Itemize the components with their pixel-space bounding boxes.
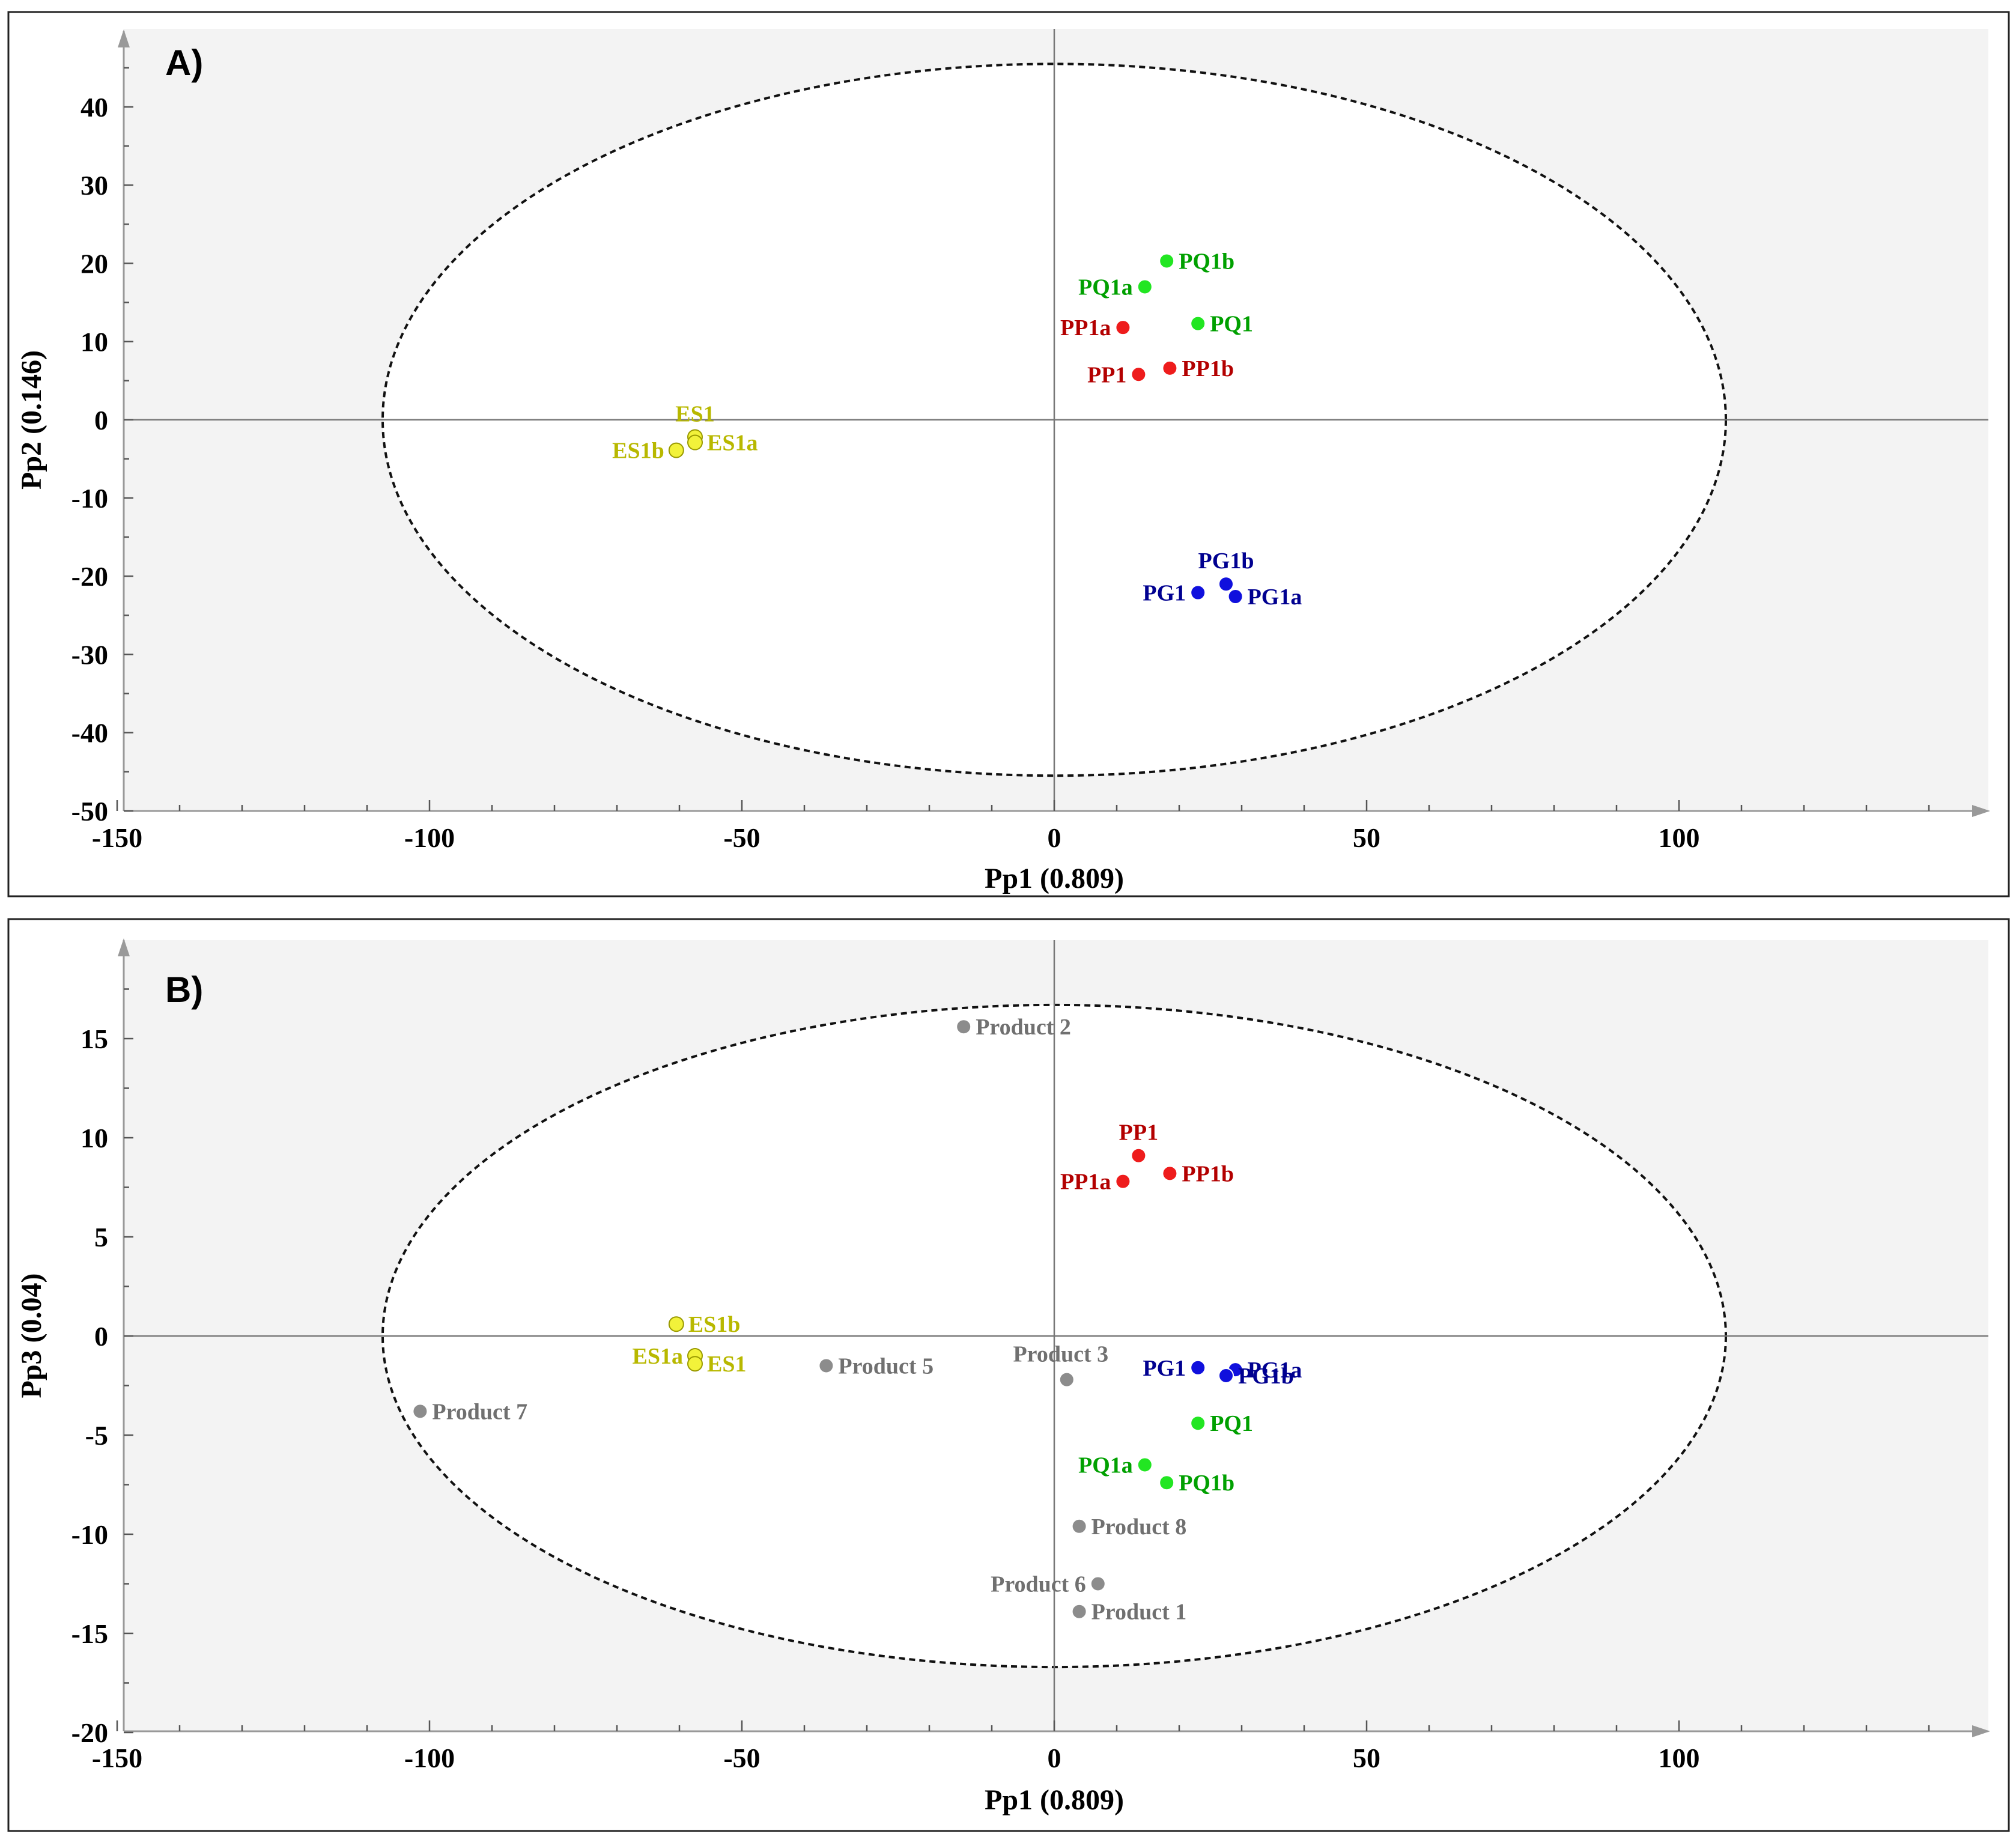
data-point: [1159, 1475, 1175, 1491]
data-point: [818, 1358, 834, 1374]
data-point: [1162, 360, 1178, 376]
data-point: [1190, 1359, 1206, 1376]
data-point-label: PG1a: [1248, 1358, 1302, 1383]
data-point-label: PQ1a: [1078, 1453, 1133, 1478]
data-point: [1058, 1371, 1075, 1388]
data-point-label: PQ1b: [1179, 249, 1234, 274]
y-tick-label: -20: [71, 561, 108, 592]
data-point-label: ES1a: [707, 431, 758, 456]
x-tick-label: -50: [723, 1743, 760, 1773]
y-tick-label: -30: [71, 639, 108, 670]
y-tick-label: 0: [94, 405, 108, 436]
data-point-label: Product 8: [1091, 1514, 1187, 1540]
y-tick-label: 15: [80, 1024, 108, 1054]
data-point: [412, 1403, 428, 1419]
data-point-label: PQ1: [1210, 312, 1253, 337]
data-point-label: ES1b: [688, 1312, 741, 1337]
data-point-label: ES1: [707, 1352, 746, 1377]
x-tick-label: 0: [1048, 1743, 1061, 1773]
data-point-label: Product 1: [1091, 1600, 1187, 1625]
y-tick-label: -10: [71, 483, 108, 514]
data-point: [1227, 589, 1243, 605]
data-point-label: PG1: [1143, 581, 1186, 606]
x-tick-label: 50: [1353, 822, 1380, 853]
panel-a: -150 -100 -50 0 50 100403020100-10-20-30-40-5…: [7, 11, 2010, 897]
panel-letter-a: A): [165, 43, 203, 83]
data-point: [668, 1316, 684, 1332]
y-tick-label: 40: [80, 92, 108, 123]
data-point-label: Product 2: [976, 1015, 1071, 1040]
data-point: [1159, 253, 1175, 269]
data-point-label: PP1: [1119, 1120, 1158, 1146]
data-point-label: Product 3: [1013, 1342, 1108, 1367]
data-point-label: Product 7: [432, 1399, 527, 1424]
data-point-label: PQ1a: [1078, 275, 1133, 300]
data-point-label: PG1: [1143, 1356, 1186, 1381]
data-point-label: PP1b: [1182, 1161, 1234, 1186]
data-point: [1071, 1518, 1087, 1534]
y-tick-label: -50: [71, 796, 108, 827]
y-tick-label: -10: [71, 1519, 108, 1550]
y-tick-label: -20: [71, 1717, 108, 1748]
data-point-label: PP1: [1087, 362, 1126, 387]
data-point-label: PG1b: [1198, 548, 1254, 574]
x-tick-label: -100: [404, 822, 455, 853]
data-point: [1131, 366, 1147, 383]
x-axis-title: Pp1 (0.809): [985, 1784, 1124, 1816]
data-point-label: Product 5: [838, 1354, 934, 1379]
data-point-label: PP1a: [1060, 1170, 1111, 1195]
data-point-label: PG1b: [1238, 1364, 1294, 1389]
data-point-label: ES1b: [612, 439, 664, 464]
y-tick-label: 0: [94, 1321, 108, 1352]
x-axis-title: Pp1 (0.809): [985, 863, 1124, 894]
data-point-label: PQ1: [1210, 1411, 1253, 1436]
x-tick-label: 50: [1353, 1743, 1380, 1773]
panel-letter-b: B): [165, 970, 203, 1010]
y-tick-label: 30: [80, 170, 108, 201]
data-point: [1137, 1457, 1153, 1473]
data-point: [1115, 1173, 1131, 1189]
data-point: [1190, 315, 1206, 332]
data-point-label: PP1a: [1060, 315, 1111, 341]
data-point-label: ES1a: [633, 1344, 683, 1369]
y-tick-label: 20: [80, 248, 108, 279]
data-point: [956, 1019, 972, 1035]
y-axis-title: Pp2 (0.146): [16, 350, 47, 490]
data-point-label: PG1a: [1248, 584, 1302, 610]
data-point: [1218, 576, 1234, 592]
x-tick-label: -150: [92, 1743, 142, 1773]
data-point: [1162, 1165, 1178, 1182]
y-tick-label: -15: [71, 1618, 108, 1649]
y-tick-label: -5: [85, 1420, 108, 1451]
data-point: [1190, 584, 1206, 601]
data-point: [1137, 279, 1153, 295]
data-point: [1131, 1147, 1147, 1164]
y-tick-label: 5: [94, 1222, 108, 1252]
data-point-label: PP1b: [1182, 356, 1234, 381]
x-tick-label: -150: [92, 822, 142, 853]
x-tick-label: 0: [1048, 822, 1061, 853]
y-axis-title: Pp3 (0.04): [16, 1274, 47, 1398]
data-point: [687, 434, 703, 451]
data-point: [1218, 1368, 1234, 1383]
data-point: [668, 442, 684, 458]
data-point-label: PQ1b: [1179, 1471, 1234, 1496]
y-tick-label: -40: [71, 718, 108, 748]
data-point: [1190, 1415, 1206, 1432]
data-point: [1115, 320, 1131, 336]
data-point: [1090, 1576, 1106, 1592]
x-tick-label: 100: [1659, 822, 1700, 853]
data-point: [687, 1356, 703, 1372]
x-tick-label: -100: [404, 1743, 455, 1773]
data-point-label: Product 6: [991, 1572, 1086, 1597]
y-tick-label: 10: [80, 327, 108, 357]
y-tick-label: 10: [80, 1123, 108, 1153]
data-point-label: ES1: [675, 401, 714, 427]
x-tick-label: -50: [723, 822, 760, 853]
data-point: [1071, 1603, 1087, 1620]
x-tick-label: 100: [1659, 1743, 1700, 1773]
